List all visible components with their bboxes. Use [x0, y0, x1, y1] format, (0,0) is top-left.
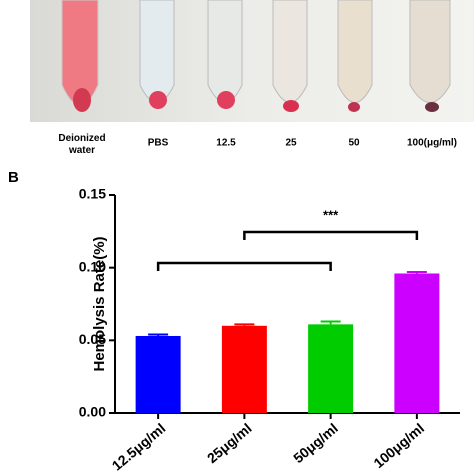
photo-label: 50 — [348, 138, 360, 149]
tube — [207, 0, 243, 103]
pellet — [217, 91, 235, 109]
x-tick-label: 25μg/ml — [204, 420, 255, 466]
tube — [409, 0, 451, 103]
pellet — [425, 102, 439, 112]
photo-label: 12.5 — [216, 138, 236, 149]
photo-label: 25 — [285, 138, 297, 149]
pellet — [149, 91, 167, 109]
y-axis-label: Hemolysis Rate(%) — [91, 236, 108, 371]
significance-bracket — [156, 261, 332, 271]
x-tick-label: 12.5μg/ml — [109, 420, 169, 474]
bar — [308, 324, 354, 413]
pellet — [73, 88, 91, 112]
photo-background — [30, 0, 474, 122]
tube — [337, 0, 373, 103]
photo-label: Deionized water — [58, 133, 105, 156]
chart: 0.00 0.05 0.10 0.15 Hemolysis Rate(%) 12.5μg/… — [79, 186, 460, 474]
y-tick-label: 0.15 — [79, 186, 106, 202]
significance-bracket — [243, 230, 419, 240]
panel-label: B — [8, 169, 19, 186]
bar — [394, 273, 440, 413]
x-tick-label: 50μg/ml — [290, 420, 341, 466]
y-tick-label: 0.10 — [79, 258, 106, 274]
significance-label: *** — [323, 207, 339, 222]
x-tick-label: 100μg/ml — [370, 420, 427, 471]
y-tick-label: 0.05 — [79, 331, 106, 347]
photo: Deionized water PBS 12.5 25 50 100(μg/ml) — [30, 0, 474, 156]
bar — [221, 325, 267, 413]
pellet — [283, 100, 299, 112]
photo-label: PBS — [148, 138, 169, 149]
y-tick-label: 0.00 — [79, 404, 106, 420]
pellet — [348, 102, 360, 112]
tube — [139, 0, 175, 103]
photo-label: 100(μg/ml) — [407, 138, 457, 149]
tube — [272, 0, 308, 103]
bar — [135, 335, 181, 413]
